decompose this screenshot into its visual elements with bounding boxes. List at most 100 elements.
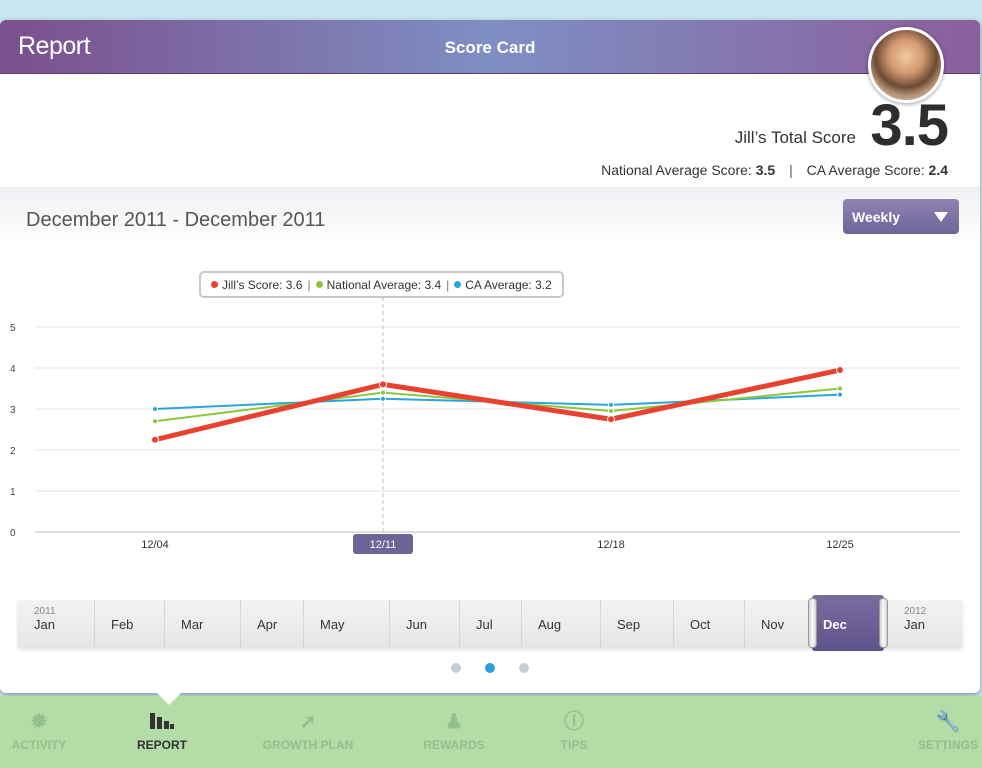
page-dot-2-active[interactable]	[485, 663, 495, 673]
nav-tips[interactable]: ⓘ TIPS	[552, 710, 596, 752]
dropdown-arrow-icon	[934, 212, 948, 222]
month-label: Jan	[904, 617, 925, 632]
score-line-chart[interactable]: 0 1 2 3 4 5 12/04 12/11 12/18 12/25	[0, 187, 980, 597]
nav-label: REWARDS	[423, 738, 485, 752]
data-point	[607, 415, 615, 424]
timeline-month-dec-selected[interactable]: Dec	[812, 595, 884, 651]
data-point	[380, 395, 386, 402]
timeline-month-aug[interactable]: Aug	[522, 600, 601, 647]
ca-average-value: 2.4	[928, 162, 948, 178]
period-dropdown-value: Weekly	[852, 209, 900, 225]
section-title: Report	[18, 32, 91, 60]
page-dot-3[interactable]	[519, 663, 530, 673]
timeline-month-sep[interactable]: Sep	[601, 600, 674, 647]
timeline-month-mar[interactable]: Mar	[165, 600, 241, 647]
data-point	[151, 435, 159, 444]
bar-chart-icon	[130, 710, 194, 734]
timeline-month-oct[interactable]: Oct	[674, 600, 745, 647]
page-indicator	[0, 660, 980, 674]
total-score-label: Jill’s Total Score	[734, 128, 856, 147]
data-point	[152, 418, 158, 425]
x-tick-label: 12/25	[826, 539, 854, 551]
nav-label: REPORT	[136, 738, 187, 752]
y-tick-label: 4	[10, 364, 16, 375]
timeline-right-handle[interactable]	[879, 598, 888, 648]
y-tick-label: 5	[10, 323, 16, 334]
month-label: Jun	[406, 617, 427, 632]
bottom-nav: ✹ ACTIVITY REPORT ➚ GROWTH PLAN ♟ REWARD…	[0, 696, 982, 768]
month-label: Apr	[257, 617, 278, 632]
tooltip-ca-average: CA Average: 3.2	[465, 277, 552, 292]
page-title: Score Card	[444, 38, 536, 57]
y-tick-label: 2	[10, 446, 16, 457]
data-point	[152, 406, 158, 412]
chart-tooltip: Jill’s Score: 3.6 | National Average: 3.…	[199, 271, 564, 298]
ca-legend-dot	[454, 281, 462, 288]
wrench-icon: 🔧	[935, 711, 961, 733]
data-point	[836, 366, 844, 375]
score-card-panel: Report Score Card Jill’s Total Score 3.5…	[0, 20, 980, 693]
nav-activity[interactable]: ✹ ACTIVITY	[8, 710, 70, 752]
timeline-left-handle[interactable]	[808, 598, 817, 648]
nav-settings[interactable]: 🔧 SETTINGS	[914, 710, 982, 752]
nav-label: SETTINGS	[917, 738, 978, 752]
avatar[interactable]	[868, 27, 944, 103]
y-tick-label: 0	[10, 528, 16, 539]
data-point	[379, 380, 387, 389]
data-point	[837, 385, 843, 392]
date-range-label: December 2011 - December 2011	[26, 209, 326, 231]
page-dot-1[interactable]	[450, 663, 461, 673]
month-label: Nov	[761, 617, 785, 632]
nav-label: TIPS	[560, 738, 588, 752]
month-label: Aug	[538, 617, 562, 632]
month-label: Mar	[181, 617, 204, 632]
national-average-value: 3.5	[755, 162, 776, 178]
trophy-icon: ♟	[445, 711, 463, 733]
tooltip-separator: |	[446, 277, 450, 292]
timeline-month-nov[interactable]: Nov	[745, 600, 812, 647]
x-tick-label: 12/18	[597, 539, 625, 551]
period-dropdown[interactable]: Weekly	[843, 199, 959, 234]
month-label: Jul	[476, 617, 493, 632]
timeline-start-year: 2011	[34, 606, 56, 617]
average-scores: National Average Score: 3.5 | CA Average…	[601, 162, 948, 178]
x-tick-label: 12/11	[370, 539, 397, 551]
nav-growth-plan[interactable]: ➚ GROWTH PLAN	[258, 710, 358, 752]
month-label: May	[320, 617, 345, 632]
average-separator: |	[789, 162, 793, 178]
nav-rewards[interactable]: ♟ REWARDS	[418, 710, 490, 752]
tooltip-separator: |	[307, 277, 311, 292]
jill-legend-dot	[211, 281, 218, 288]
month-label: Feb	[111, 617, 134, 632]
month-label: Sep	[617, 617, 641, 632]
timeline-month-apr[interactable]: Apr	[241, 600, 304, 647]
month-timeline[interactable]: 2011 Jan Feb Mar Apr May Jun Jul Aug Sep…	[18, 595, 962, 651]
x-tick-label: 12/04	[141, 539, 169, 551]
nav-report[interactable]: REPORT	[130, 710, 194, 752]
timeline-month-jun[interactable]: Jun	[390, 600, 460, 647]
gear-icon: ✹	[30, 711, 48, 733]
timeline-end-year: 2012	[904, 606, 927, 617]
nav-label: ACTIVITY	[11, 738, 67, 752]
ca-average-label: CA Average Score:	[806, 162, 925, 178]
tooltip-jill-score: Jill’s Score: 3.6	[222, 277, 303, 292]
timeline-month-may[interactable]: May	[304, 600, 390, 647]
series-line-jill	[154, 367, 841, 443]
data-point	[608, 408, 614, 415]
x-tick-selected-badge[interactable]	[353, 534, 413, 554]
timeline-month-jan[interactable]: 2011 Jan	[18, 600, 95, 647]
timeline-month-next-jan[interactable]: 2012 Jan	[888, 600, 962, 647]
national-legend-dot	[315, 281, 323, 288]
arrow-icon: ➚	[299, 711, 317, 733]
nav-label: GROWTH PLAN	[262, 738, 354, 752]
info-icon: ⓘ	[564, 711, 584, 733]
tooltip-national-average: National Average: 3.4	[326, 277, 442, 292]
timeline-month-feb[interactable]: Feb	[95, 600, 165, 647]
y-tick-label: 3	[10, 405, 16, 416]
national-average-label: National Average Score:	[601, 162, 752, 178]
month-label: Jan	[34, 617, 55, 632]
data-point	[837, 391, 843, 398]
active-tab-pointer	[157, 693, 181, 705]
timeline-month-jul[interactable]: Jul	[460, 600, 522, 647]
